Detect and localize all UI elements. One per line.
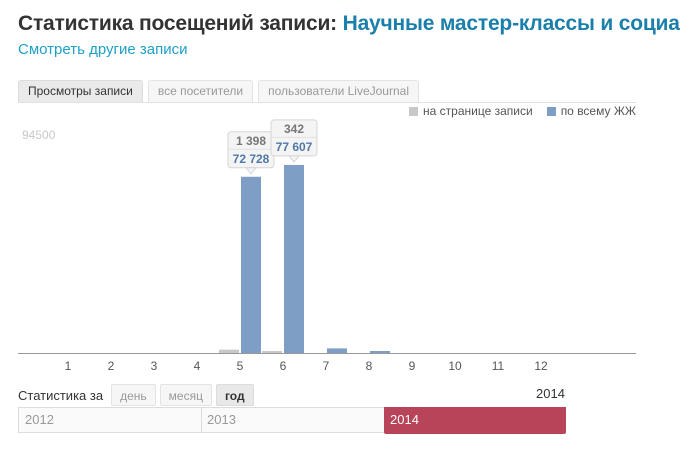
legend-swatch-page <box>409 106 419 116</box>
x-tick-label-11: 11 <box>492 359 505 373</box>
timeline-year-2013[interactable]: 2013 <box>207 412 236 427</box>
page-title: Статистика посещений записи: Научные мас… <box>18 12 680 36</box>
period-selector: Статистика за день месяц год <box>18 384 254 406</box>
x-tick-label-4: 4 <box>194 359 201 373</box>
timeline-year-2012[interactable]: 2012 <box>25 412 54 427</box>
tabs-divider <box>18 102 636 103</box>
callout-page-value-6: 342 <box>284 122 304 136</box>
x-tick-label-6: 6 <box>280 359 287 373</box>
bar-all-6[interactable] <box>284 164 304 353</box>
bar-page-5[interactable] <box>219 349 239 353</box>
legend-label-all: по всему ЖЖ <box>560 104 636 118</box>
chart-legend: на странице записи по всему ЖЖ <box>409 104 636 118</box>
tab-entry-views[interactable]: Просмотры записи <box>18 80 143 102</box>
x-tick-label-10: 10 <box>448 359 462 373</box>
stats-tabs: Просмотры записи все посетители пользова… <box>18 80 419 102</box>
callout-pointer-6 <box>287 155 301 163</box>
x-tick-label-8: 8 <box>366 359 373 373</box>
callout-all-value-5: 72 728 <box>233 152 270 166</box>
x-tick-label-2: 2 <box>108 359 115 373</box>
y-max-label: 94500 <box>22 128 56 142</box>
bar-all-7[interactable] <box>327 348 347 353</box>
bar-page-6[interactable] <box>262 351 282 353</box>
x-tick-label-7: 7 <box>323 359 330 373</box>
bar-all-5[interactable] <box>241 176 261 353</box>
legend-item-page: на странице записи <box>409 104 533 118</box>
period-year-button[interactable]: год <box>215 384 254 406</box>
current-year-label: 2014 <box>536 386 565 401</box>
timeline-active-segment[interactable]: 2014 <box>384 407 566 434</box>
x-tick-label-12: 12 <box>534 359 548 373</box>
callout-page-value-5: 1 398 <box>236 134 266 148</box>
legend-label-page: на странице записи <box>423 104 533 118</box>
other-entries-link[interactable]: Смотреть другие записи <box>18 41 188 58</box>
period-label: Статистика за <box>18 387 104 403</box>
x-tick-label-1: 1 <box>65 359 72 373</box>
legend-item-all: по всему ЖЖ <box>546 104 636 118</box>
page-title-subject: Научные мастер-классы и социа <box>342 12 680 35</box>
timeline-separator <box>201 408 202 432</box>
period-month-button[interactable]: месяц <box>159 384 212 406</box>
x-tick-label-3: 3 <box>151 359 158 373</box>
tab-all-visitors[interactable]: все посетители <box>147 80 254 102</box>
year-timeline: 2012 2013 2014 <box>18 407 566 434</box>
period-day-button[interactable]: день <box>111 384 156 406</box>
x-tick-label-5: 5 <box>237 359 244 373</box>
legend-swatch-all <box>546 106 556 116</box>
page-title-prefix: Статистика посещений записи: <box>18 12 337 35</box>
callout-all-value-6: 77 607 <box>276 140 313 154</box>
tab-lj-users[interactable]: пользователи LiveJournal <box>258 80 419 102</box>
timeline-year-2014[interactable]: 2014 <box>390 412 419 427</box>
callout-pointer-5 <box>244 167 258 175</box>
x-tick-label-9: 9 <box>409 359 416 373</box>
bar-all-8[interactable] <box>370 351 390 353</box>
